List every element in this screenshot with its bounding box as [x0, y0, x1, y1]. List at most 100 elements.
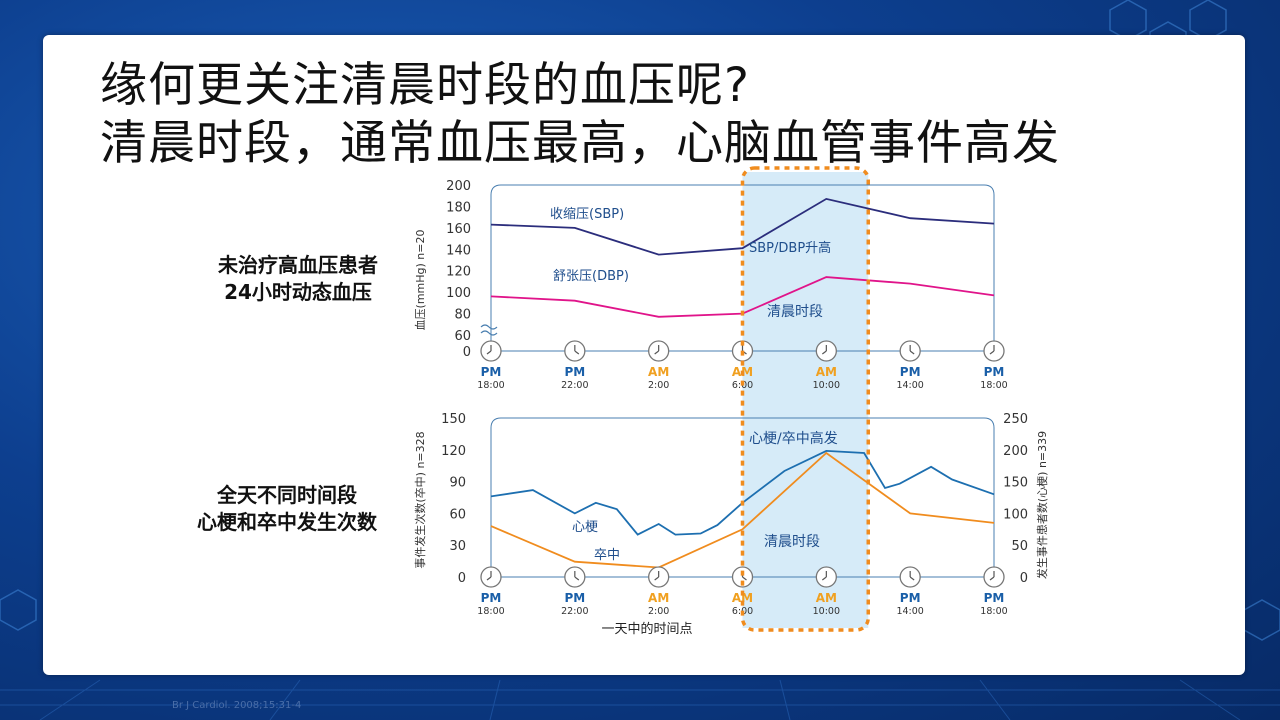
bottom-chart-right-axis-label: 发生事件患者数(心梗) n=339 — [1035, 431, 1049, 579]
bottom-chart-x-tick-time: 14:00 — [896, 606, 923, 617]
clock-icon — [815, 566, 837, 588]
slide-title-line-2: 清晨时段，通常血压最高，心脑血管事件高发 — [100, 116, 1060, 171]
top-chart-x-tick-time: 10:00 — [813, 380, 840, 391]
bottom-chart-left-tick-label: 30 — [449, 539, 466, 554]
bottom-chart-x-tick-time: 18:00 — [980, 606, 1007, 617]
bottom-chart-x-tick-period: PM — [481, 591, 502, 605]
top-chart-x-tick-time: 2:00 — [648, 380, 669, 391]
bottom-chart-left-tick-label: 90 — [449, 476, 466, 491]
clock-hand — [654, 350, 660, 355]
top-chart-side-label: 未治疗高血压患者 24小时动态血压 — [173, 252, 423, 306]
top-chart-y-tick-label: 200 — [446, 179, 471, 194]
clock-icon — [480, 566, 502, 588]
clock-icon — [731, 566, 754, 588]
bottom-chart-x-tick-period: AM — [732, 591, 753, 605]
clock-hand — [742, 576, 747, 581]
bottom-chart-x-tick-period: PM — [984, 591, 1005, 605]
top-chart-y-tick-label: 180 — [446, 200, 471, 215]
top-chart-y-tick-label: 140 — [446, 243, 471, 258]
top-chart-x-tick-time: 18:00 — [477, 380, 504, 391]
bottom-chart-left-tick-label: 120 — [441, 444, 466, 459]
bottom-chart-x-tick-period: AM — [648, 591, 669, 605]
clock-hand — [654, 576, 660, 581]
top-chart-y-tick-label: 60 — [454, 329, 471, 344]
bottom-chart-x-tick-time: 10:00 — [813, 606, 840, 617]
clock-icon — [899, 566, 921, 588]
sbp-series-line — [490, 197, 995, 256]
clock-icon — [983, 566, 1005, 588]
morning-highlight-band — [742, 172, 869, 628]
top-chart-x-tick-period: PM — [900, 365, 921, 379]
top-chart-y-tick-label: 120 — [446, 265, 471, 280]
bottom-chart-right-tick-label: 100 — [1003, 507, 1028, 522]
bottom-chart-left-tick-label: 150 — [441, 412, 466, 427]
bottom-chart-annotation-morning: 清晨时段 — [764, 534, 820, 550]
bottom-chart-frame — [490, 417, 995, 577]
clock-hand — [821, 576, 827, 581]
clock-icon — [648, 340, 670, 362]
sbp-series-label: 收缩压(SBP) — [550, 206, 624, 222]
top-chart-x-tick-period: AM — [648, 365, 669, 379]
bottom-chart-right-tick-label: 200 — [1003, 444, 1028, 459]
top-chart-axis-break — [480, 324, 498, 336]
top-chart-x-tick-period: PM — [564, 365, 585, 379]
bottom-chart-x-tick-time: 2:00 — [648, 606, 669, 617]
top-chart-x-tick-time: 18:00 — [980, 380, 1007, 391]
clock-icon — [815, 340, 837, 362]
top-chart-y-tick-label: 100 — [446, 286, 471, 301]
top-chart-x-tick-period: PM — [984, 365, 1005, 379]
top-chart-x-tick-time: 14:00 — [896, 380, 923, 391]
bottom-chart-right-tick-label: 150 — [1003, 476, 1028, 491]
clock-hand — [909, 350, 915, 355]
bottom-chart-x-axis-label: 一天中的时间点 — [601, 621, 692, 637]
top-chart-x-tick-time: 22:00 — [561, 380, 588, 391]
top-chart-y-tick-label: 80 — [454, 308, 471, 323]
dbp-series-label: 舒张压(DBP) — [553, 269, 629, 284]
clock-hand — [574, 350, 580, 355]
top-chart-y-axis-label: 血压(mmHg) n=20 — [413, 230, 427, 331]
bottom-chart-annotation-peak: 心梗/卒中高发 — [749, 430, 838, 447]
top-chart-x-tick-period: AM — [816, 365, 837, 379]
mi-series-label: 心梗 — [572, 520, 598, 535]
bottom-chart-right-tick-label: 0 — [1020, 571, 1028, 586]
top-chart-annotation-rise: SBP/DBP升高 — [749, 240, 831, 256]
stroke-series-line — [490, 451, 995, 569]
clock-hand — [574, 576, 580, 581]
clock-icon — [564, 340, 586, 362]
clock-icon — [564, 566, 586, 588]
clock-icon — [983, 340, 1005, 362]
top-chart-x-tick-period: PM — [481, 365, 502, 379]
clock-hand — [821, 350, 827, 355]
top-chart-y-tick-label: 0 — [463, 345, 471, 360]
bottom-chart-x-tick-period: PM — [900, 591, 921, 605]
bottom-chart-x-tick-period: PM — [564, 591, 585, 605]
clock-icon — [899, 340, 921, 362]
slide-card — [43, 35, 1245, 675]
bottom-chart-left-axis-label: 事件发生次数(卒中) n=328 — [413, 431, 427, 568]
top-chart-annotation-morning: 清晨时段 — [767, 304, 823, 320]
bottom-chart-side-label-line-2: 心梗和卒中发生次数 — [197, 510, 377, 534]
bottom-chart-x-tick-time: 18:00 — [477, 606, 504, 617]
bottom-chart-side-label: 全天不同时间段 心梗和卒中发生次数 — [162, 482, 412, 536]
bottom-chart-x-tick-time: 22:00 — [561, 606, 588, 617]
bottom-chart-left-tick-label: 0 — [458, 571, 466, 586]
slide-title-line-1: 缘何更关注清晨时段的血压呢? — [100, 58, 750, 113]
top-chart-y-tick-label: 160 — [446, 222, 471, 237]
clock-icon — [480, 340, 502, 362]
clock-hand — [486, 350, 492, 355]
clock-hand — [989, 350, 995, 355]
clock-icon — [648, 566, 670, 588]
top-chart-side-label-line-1: 未治疗高血压患者 — [218, 253, 378, 277]
bottom-chart-right-tick-label: 50 — [1011, 539, 1028, 554]
citation: Br J Cardiol. 2008;15:31-4 — [172, 700, 302, 711]
bottom-chart-side-label-line-1: 全天不同时间段 — [217, 483, 357, 507]
morning-highlight-border — [740, 166, 870, 632]
stroke-series-label: 卒中 — [594, 548, 620, 563]
mi-series-line — [490, 449, 995, 536]
clock-hand — [909, 576, 915, 581]
bottom-chart-left-tick-label: 60 — [449, 507, 466, 522]
top-chart-side-label-line-2: 24小时动态血压 — [224, 280, 372, 304]
clock-hand — [486, 576, 492, 581]
